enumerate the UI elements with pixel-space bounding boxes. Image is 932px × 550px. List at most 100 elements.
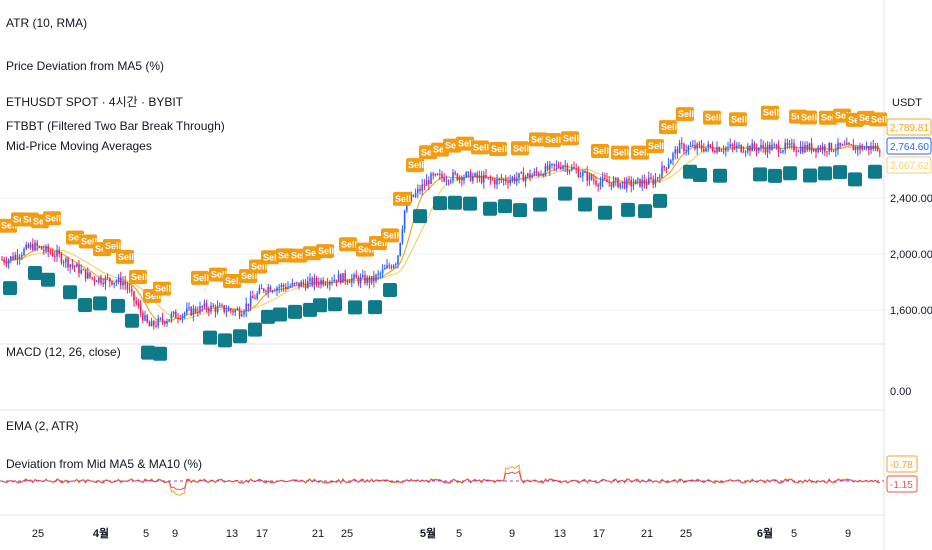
candle xyxy=(313,273,316,291)
candle-body xyxy=(192,308,195,316)
buy-signal-marker xyxy=(153,346,167,361)
candle xyxy=(221,303,223,307)
candle-body xyxy=(348,282,351,284)
candle xyxy=(47,243,49,257)
midprice-ma-label[interactable]: Mid-Price Moving Averages xyxy=(6,139,152,153)
candle-body xyxy=(764,147,767,153)
sell-signal-label: Sell xyxy=(593,146,609,156)
candle-body xyxy=(124,281,126,285)
price-badge-box xyxy=(886,156,932,174)
candle xyxy=(183,311,186,319)
candle xyxy=(872,139,874,152)
candle-body xyxy=(670,160,672,164)
candle xyxy=(494,177,496,189)
candle-body xyxy=(190,307,192,316)
candle xyxy=(865,141,868,151)
candle xyxy=(458,175,461,184)
candle-body xyxy=(672,153,674,161)
candle-body xyxy=(80,269,82,274)
candle xyxy=(700,139,703,153)
symbol-title[interactable]: ETHUSDT SPOT · 4시간 · BYBIT xyxy=(6,95,184,109)
candle-body xyxy=(564,165,566,167)
ma-fast-line xyxy=(1,144,881,324)
price-deviation-label[interactable]: Price Deviation from MA5 (%) xyxy=(6,59,164,73)
candle xyxy=(249,290,252,312)
sell-signal: Sell xyxy=(561,131,579,146)
candle-body xyxy=(703,148,705,152)
candle-body xyxy=(16,254,19,259)
candle-body xyxy=(309,278,311,282)
candle-body xyxy=(857,146,859,150)
candle-body xyxy=(201,306,203,308)
candle-body xyxy=(725,147,727,151)
candle xyxy=(322,277,324,287)
candle-body xyxy=(296,282,298,284)
candle-body xyxy=(716,147,718,153)
candle xyxy=(808,142,811,152)
sell-signal-label: Sell xyxy=(421,147,437,157)
candle xyxy=(93,276,96,286)
macd-label[interactable]: MACD (12, 26, close) xyxy=(6,345,121,359)
candle-body xyxy=(78,264,80,274)
candle xyxy=(144,311,146,322)
candle xyxy=(412,194,415,198)
candle xyxy=(676,146,679,159)
deviation-label[interactable]: Deviation from Mid MA5 & MA10 (%) xyxy=(6,457,202,471)
candle-body xyxy=(641,179,643,187)
candle-body xyxy=(469,171,472,182)
candle-body xyxy=(425,180,428,186)
candle-body xyxy=(133,291,135,301)
candle-body xyxy=(14,254,16,260)
candle xyxy=(282,283,285,292)
candle-body xyxy=(265,290,267,292)
candle-body xyxy=(236,309,239,311)
deviation-badge-box xyxy=(886,455,918,473)
sell-signal: Sell xyxy=(819,110,837,125)
candle-body xyxy=(634,179,637,185)
date-tick-label: 5 xyxy=(143,528,149,540)
candle xyxy=(7,258,10,269)
candle-body xyxy=(366,277,368,284)
candle-body xyxy=(500,178,503,181)
candle-body xyxy=(797,151,800,153)
candle xyxy=(45,244,47,254)
sell-signal-label: Sell xyxy=(848,115,864,125)
candle-body xyxy=(733,146,736,148)
candle-body xyxy=(274,290,276,292)
candle-body xyxy=(135,300,137,304)
candle-body xyxy=(758,147,760,151)
candle-body xyxy=(566,165,569,172)
candle-body xyxy=(100,277,102,283)
candle-body xyxy=(421,184,423,191)
sell-signal-label: Sell xyxy=(383,230,399,240)
price-badge-label: 2,764.60 xyxy=(890,142,929,153)
sell-signal: Sell xyxy=(489,142,507,157)
candle xyxy=(760,138,762,152)
candle xyxy=(205,299,208,313)
candle-body xyxy=(401,229,404,243)
candle-body xyxy=(392,265,395,268)
candle xyxy=(828,142,830,156)
candle-body xyxy=(344,273,346,281)
candle-body xyxy=(839,142,841,146)
candle xyxy=(777,140,780,157)
ema-atr-label[interactable]: EMA (2, ATR) xyxy=(6,419,78,433)
candlestick-layer xyxy=(1,137,881,330)
candle xyxy=(5,256,8,268)
atr-label[interactable]: ATR (10, RMA) xyxy=(6,16,87,30)
candle-body xyxy=(815,148,817,153)
candle xyxy=(302,279,305,288)
candle-body xyxy=(329,281,331,285)
ftbbt-label[interactable]: FTBBT (Filtered Two Bar Break Through) xyxy=(6,119,225,133)
candle xyxy=(476,170,478,183)
candle xyxy=(71,258,74,270)
sell-signal-box xyxy=(611,145,629,160)
sell-signal-label: Sell xyxy=(763,108,779,118)
buy-signal-marker xyxy=(803,168,817,183)
candle-body xyxy=(751,143,753,152)
candle-body xyxy=(727,146,729,148)
candle xyxy=(23,247,25,256)
candle-body xyxy=(663,166,665,168)
sell-signal-label: Sell xyxy=(118,252,134,262)
